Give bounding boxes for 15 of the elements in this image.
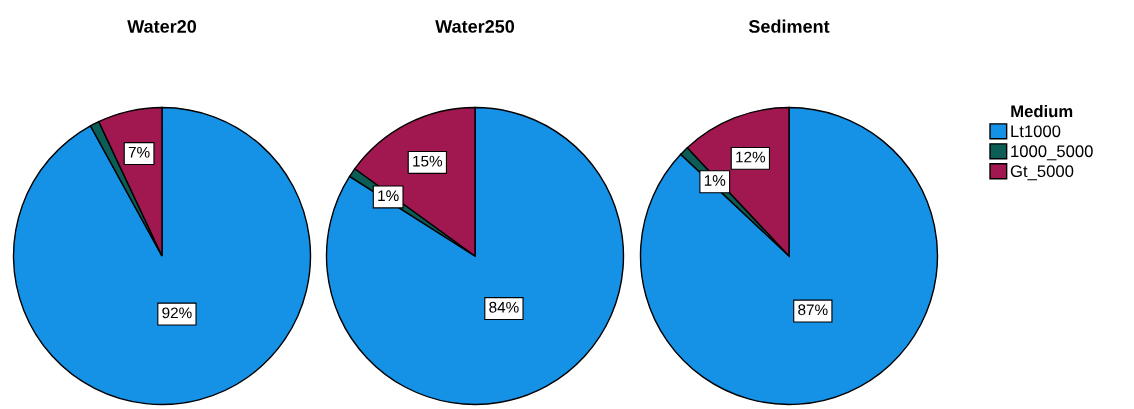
legend-label: Lt1000 bbox=[1011, 125, 1061, 138]
data-label: 12% bbox=[736, 151, 766, 163]
data-label: 15% bbox=[413, 155, 443, 167]
legend-title: Medium bbox=[1011, 105, 1073, 118]
data-label: 92% bbox=[162, 307, 192, 319]
slice-label: Water250 bbox=[435, 20, 515, 33]
data-label: 84% bbox=[489, 301, 519, 313]
data-label: 7% bbox=[128, 146, 150, 158]
legend-label: Gt_5000 bbox=[1010, 165, 1074, 181]
slice-label: Water20 bbox=[127, 20, 197, 33]
legend-label: 1000_5000 bbox=[1011, 145, 1093, 161]
slice-label: Sediment bbox=[748, 19, 830, 33]
data-label: 1% bbox=[704, 175, 726, 186]
data-label: 1% bbox=[378, 190, 399, 202]
data-label: 87% bbox=[798, 304, 828, 316]
